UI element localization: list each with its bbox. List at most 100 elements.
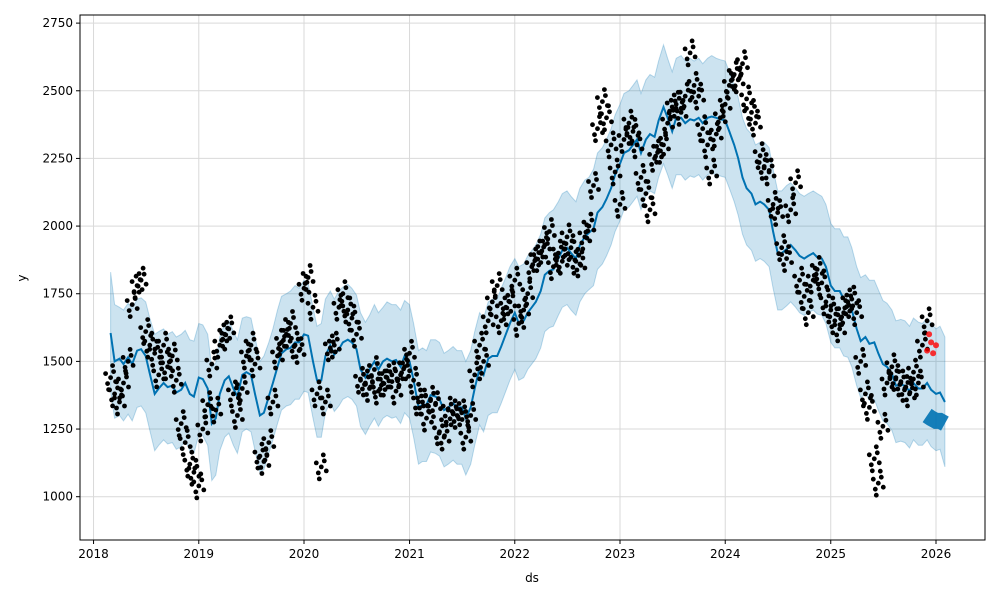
observed-point — [582, 265, 588, 271]
observed-point — [919, 374, 924, 380]
observed-point — [620, 196, 626, 201]
observed-point — [510, 293, 516, 299]
observed-point — [202, 408, 208, 414]
observed-point — [601, 121, 606, 127]
observed-point — [487, 311, 493, 317]
observed-point — [179, 446, 185, 451]
observed-point — [706, 175, 712, 181]
observed-point — [900, 368, 906, 374]
observed-point — [267, 405, 273, 411]
observed-point — [884, 380, 890, 386]
observed-point — [435, 390, 440, 396]
observed-point — [476, 355, 481, 360]
observed-point — [129, 302, 135, 307]
observed-point — [156, 372, 162, 378]
observed-point — [517, 281, 523, 287]
observed-point — [849, 306, 855, 312]
observed-point — [752, 104, 757, 109]
observed-point — [714, 173, 720, 179]
observed-point — [138, 325, 144, 330]
observed-point — [469, 378, 475, 384]
observed-point — [384, 368, 390, 374]
observed-point — [577, 230, 583, 236]
observed-point — [248, 342, 254, 348]
observed-point — [470, 384, 476, 390]
observed-point — [702, 114, 708, 120]
observed-point — [124, 298, 130, 303]
observed-point — [704, 165, 710, 171]
observed-point — [375, 361, 380, 366]
observed-point — [397, 360, 402, 366]
x-tick-label: 2020 — [289, 547, 320, 561]
observed-point — [496, 330, 502, 336]
observed-point — [612, 198, 618, 203]
observed-point — [215, 395, 221, 401]
observed-point — [717, 97, 723, 103]
observed-point — [602, 87, 607, 92]
observed-point — [860, 347, 866, 352]
observed-point — [399, 370, 404, 376]
observed-point — [645, 179, 651, 185]
observed-point — [271, 444, 277, 449]
observed-point — [860, 397, 865, 403]
y-tick-label: 2500 — [42, 84, 73, 98]
observed-point — [661, 142, 666, 148]
observed-point — [447, 395, 453, 401]
y-tick-label: 1000 — [42, 490, 73, 504]
observed-point — [904, 374, 910, 379]
observed-point — [584, 235, 590, 241]
observed-point — [296, 281, 302, 287]
observed-point — [361, 371, 366, 377]
observed-point — [150, 336, 156, 342]
observed-point — [498, 300, 504, 306]
observed-point — [816, 255, 822, 260]
observed-point — [780, 214, 786, 220]
observed-point — [448, 422, 454, 428]
observed-point — [393, 388, 399, 394]
observed-point — [666, 146, 671, 152]
observed-point — [275, 403, 281, 409]
observed-point — [555, 250, 561, 256]
observed-point — [347, 295, 353, 301]
observed-point — [413, 405, 418, 411]
observed-point — [439, 417, 444, 423]
observed-point — [869, 393, 874, 398]
x-axis-ticks: 2018 2019 2020 2021 2022 2023 2024 2025 2026 — [78, 540, 951, 561]
observed-point — [422, 387, 427, 393]
observed-point — [535, 256, 541, 262]
observed-point — [559, 230, 565, 236]
observed-point — [131, 289, 137, 294]
observed-point — [360, 386, 365, 392]
observed-point — [316, 476, 322, 482]
observed-point — [798, 300, 804, 305]
observed-point — [235, 413, 240, 418]
observed-point — [439, 446, 445, 452]
observed-point — [868, 462, 874, 468]
observed-point — [407, 350, 412, 356]
observed-point — [188, 475, 194, 481]
observed-point — [421, 403, 426, 409]
observed-point — [238, 407, 243, 412]
observed-point — [251, 336, 257, 342]
observed-point — [817, 261, 823, 266]
observed-point — [595, 95, 600, 100]
observed-point — [456, 416, 462, 422]
observed-point — [229, 403, 234, 409]
observed-point — [261, 436, 267, 441]
observed-point — [417, 405, 422, 411]
observed-point — [909, 381, 914, 387]
observed-point — [164, 349, 170, 355]
observed-point — [155, 344, 161, 350]
observed-point — [512, 277, 518, 283]
observed-point — [406, 373, 411, 379]
observed-point — [198, 471, 204, 477]
observed-point — [432, 425, 437, 431]
observed-point — [718, 135, 724, 141]
observed-point — [834, 332, 840, 338]
observed-point — [638, 175, 644, 180]
observed-point — [277, 352, 282, 357]
observed-point — [200, 426, 206, 432]
observed-point — [211, 419, 217, 425]
observed-point — [355, 383, 360, 389]
observed-point — [547, 229, 552, 234]
